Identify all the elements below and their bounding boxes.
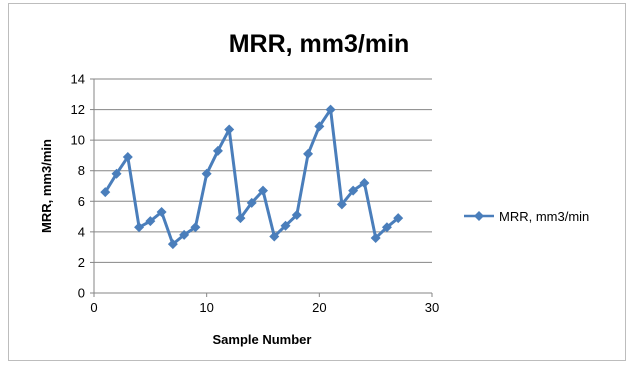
- data-point: [100, 187, 111, 198]
- data-point: [381, 222, 392, 233]
- data-point: [167, 239, 178, 250]
- data-point: [370, 232, 381, 243]
- y-tick-label: 0: [78, 286, 85, 301]
- data-point: [134, 222, 145, 233]
- y-axis-title: MRR, mm3/min: [39, 139, 54, 233]
- data-point: [246, 197, 257, 208]
- gridlines: [94, 78, 432, 263]
- x-axis-title: Sample Number: [213, 332, 312, 347]
- x-tick-label: 0: [90, 300, 97, 315]
- data-point: [280, 220, 291, 231]
- data-point: [393, 213, 404, 224]
- y-tick-labels: 0 2 4 6 8 10 12 14: [71, 72, 94, 301]
- data-point: [258, 185, 268, 196]
- data-point: [291, 210, 302, 221]
- y-tick-label: 8: [78, 163, 85, 178]
- data-point: [314, 121, 325, 132]
- chart: MRR, mm3/min 0 2 4 6 8 10 12 14 0 10 20 30 Sample …: [39, 30, 589, 347]
- y-tick-label: 2: [78, 255, 85, 270]
- y-tick-label: 6: [78, 194, 85, 209]
- data-point: [359, 177, 370, 188]
- chart-title: MRR, mm3/min: [229, 30, 410, 58]
- data-point: [122, 151, 133, 162]
- y-tick-label: 14: [71, 72, 85, 87]
- legend-label: MRR, mm3/min: [499, 209, 589, 224]
- y-tick-label: 12: [71, 102, 85, 117]
- x-tick-label: 30: [425, 300, 439, 315]
- data-point: [336, 199, 347, 210]
- data-point: [325, 104, 336, 115]
- data-point: [201, 168, 212, 179]
- series-mrr: [100, 104, 404, 250]
- data-point: [111, 168, 122, 179]
- data-point: [212, 145, 223, 156]
- legend-marker-swatch: [474, 211, 484, 221]
- data-point: [224, 124, 235, 135]
- legend: MRR, mm3/min: [464, 209, 589, 224]
- x-tick-label: 10: [199, 300, 213, 315]
- data-point: [156, 206, 167, 217]
- x-tick-labels: 0 10 20 30: [90, 293, 439, 315]
- y-tick-label: 10: [71, 133, 85, 148]
- data-point: [303, 148, 314, 159]
- data-point: [145, 216, 156, 227]
- y-tick-label: 4: [78, 224, 85, 239]
- x-tick-label: 20: [312, 300, 326, 315]
- data-point: [179, 229, 190, 240]
- data-point: [269, 231, 280, 242]
- data-point: [348, 185, 359, 196]
- data-point: [235, 213, 246, 224]
- data-point: [190, 222, 201, 233]
- chart-frame: MRR, mm3/min 0 2 4 6 8 10 12 14 0 10 20 30 Sample …: [8, 3, 626, 361]
